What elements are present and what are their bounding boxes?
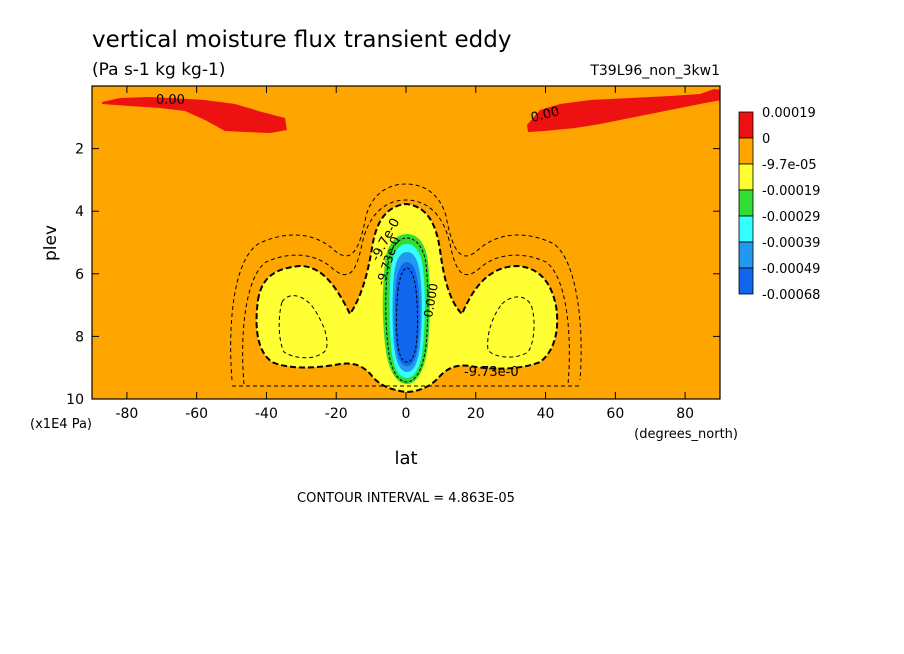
colorbar-swatch — [738, 189, 754, 217]
colorbar-swatch — [738, 163, 754, 191]
y-units-label: (x1E4 Pa) — [30, 417, 92, 432]
units-label: (Pa s-1 kg kg-1) — [92, 60, 225, 80]
colorbar-label: 0.00019 — [762, 106, 816, 121]
x-tick-label: 60 — [606, 406, 624, 422]
y-tick-label: 10 — [66, 392, 84, 408]
y-tick-label: 6 — [75, 267, 84, 283]
positive-region-north — [527, 89, 720, 132]
y-axis: 2 4 6 8 10 — [66, 142, 720, 408]
contour-line-mid — [242, 199, 570, 385]
colorbar-swatch — [738, 137, 754, 165]
x-axis-label: lat — [394, 448, 417, 469]
y-axis-label: plev — [41, 225, 61, 261]
colorbar-swatch — [738, 215, 754, 243]
colorbar-swatch — [738, 267, 754, 295]
x-tick-label: -20 — [325, 406, 348, 422]
contour-core-1 — [385, 237, 429, 383]
contour-interval-footer: CONTOUR INTERVAL = 4.863E-05 — [297, 491, 515, 506]
colorbar-label: -0.00019 — [762, 184, 820, 199]
contour-lobe-south — [278, 295, 328, 359]
contour-core-2 — [396, 267, 418, 363]
y-tick-label: 2 — [75, 142, 84, 158]
y-tick-label: 8 — [75, 329, 84, 345]
contour-label: 0.00 — [156, 93, 185, 108]
x-tick-label: 0 — [402, 406, 411, 422]
colorbar-label: -9.7e-05 — [762, 158, 817, 173]
x-tick-label: 40 — [537, 406, 555, 422]
darkblue-region — [394, 262, 420, 366]
colorbar-label: -0.00029 — [762, 210, 820, 225]
contour-line-outer — [230, 183, 582, 381]
contour-label: -9.73e-0 — [464, 365, 519, 380]
colorbar-label: -0.00039 — [762, 236, 820, 251]
colorbar-label: -0.00049 — [762, 262, 820, 277]
chart-title: vertical moisture flux transient eddy — [92, 27, 511, 53]
x-tick-label: 80 — [676, 406, 694, 422]
x-tick-label: -60 — [185, 406, 208, 422]
contour-label: 0.00 — [529, 104, 561, 126]
contour-label: 0.000 — [421, 282, 441, 318]
contour-line-yellow — [255, 202, 559, 394]
colorbar-label: 0 — [762, 132, 770, 147]
colorbar-swatch — [738, 241, 754, 269]
colorbar-label: -0.00068 — [762, 288, 820, 303]
contour-field: 0.00 0.00 -9.7e-0 -9.73e-0 0.000 -9.73e-… — [92, 86, 720, 399]
y-tick-label: 4 — [75, 204, 84, 220]
x-tick-label: -40 — [255, 406, 278, 422]
x-tick-label: 20 — [467, 406, 485, 422]
x-tick-label: -80 — [115, 406, 138, 422]
positive-region-south — [102, 97, 287, 133]
colorbar-swatch — [738, 111, 754, 139]
colorbar: 0.00019 0 -9.7e-05 -0.00019 -0.00029 -0.00039… — [738, 106, 820, 303]
dataset-label: T39L96_non_3kw1 — [589, 63, 720, 79]
x-axis: -80 -60 -40 -20 0 20 40 60 80 — [115, 86, 694, 422]
x-units-label: (degrees_north) — [634, 427, 738, 442]
